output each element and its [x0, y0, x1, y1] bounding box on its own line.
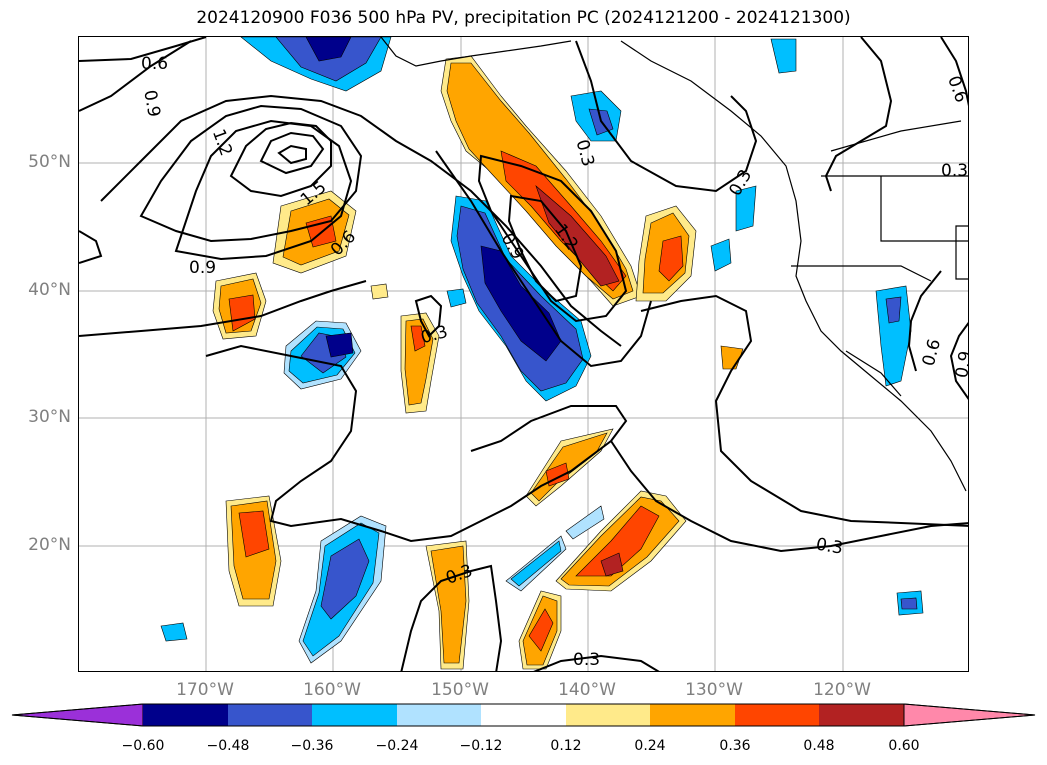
colorbar-segment	[735, 704, 819, 726]
colorbar-segment	[650, 704, 735, 726]
colorbar-tick: 0.12	[550, 738, 582, 754]
contour-label: 0.9	[952, 350, 969, 380]
colorbar-segment	[143, 704, 228, 726]
colorbar-tick: −0.24	[375, 738, 419, 754]
colorbar-tick: 0.48	[803, 738, 835, 754]
contour-label: 0.9	[189, 258, 216, 278]
colorbar-segment	[312, 704, 397, 726]
lon-label-120w: 120°W	[813, 680, 871, 700]
lat-label-30n: 30°N	[28, 407, 71, 427]
lon-label-130w: 130°W	[685, 680, 743, 700]
coastlines	[380, 37, 968, 492]
lon-label-170w: 170°W	[176, 680, 234, 700]
colorbar-tick: −0.12	[459, 738, 503, 754]
colorbar-tick: −0.48	[206, 738, 250, 754]
colorbar-tick: 0.60	[888, 738, 920, 754]
lat-label-50n: 50°N	[28, 152, 71, 172]
colorbar-segment	[11, 703, 144, 727]
colorbar-segment	[566, 704, 650, 726]
colorbar	[11, 703, 1036, 727]
lat-label-20n: 20°N	[28, 535, 71, 555]
colorbar-segment	[228, 704, 312, 726]
contour-label: 0.9	[139, 89, 163, 119]
map-panel: 0.6 0.9 1.2 1.5 0.9 0.6 0.9 0.3 1.2 0.3 …	[78, 36, 969, 672]
contour-label: 0.6	[141, 54, 168, 74]
colorbar-segment	[819, 704, 904, 726]
contour-label: 0.3	[941, 161, 968, 181]
colorbar-segment	[397, 704, 481, 726]
pv-contours	[79, 37, 968, 671]
map-title: 2024120900 F036 500 hPa PV, precipitatio…	[196, 8, 851, 28]
colorbar-tick: −0.60	[121, 738, 165, 754]
contour-label: 0.3	[814, 534, 844, 558]
colorbar-segment	[481, 704, 566, 726]
colorbar-segment	[903, 703, 1036, 727]
contour-label: 0.3	[572, 137, 598, 168]
lat-label-40n: 40°N	[28, 280, 71, 300]
colorbar-tick: 0.36	[719, 738, 751, 754]
lon-label-150w: 150°W	[431, 680, 489, 700]
map-plot: 0.6 0.9 1.2 1.5 0.9 0.6 0.9 0.3 1.2 0.3 …	[79, 37, 969, 671]
colorbar-tick: 0.24	[634, 738, 666, 754]
lon-label-160w: 160°W	[303, 680, 361, 700]
contour-label: 0.6	[943, 73, 969, 105]
contour-label: 0.6	[919, 337, 945, 368]
contour-label: 0.3	[573, 650, 600, 670]
lon-label-140w: 140°W	[558, 680, 616, 700]
precip-shading	[160, 37, 924, 670]
colorbar-tick: −0.36	[290, 738, 334, 754]
